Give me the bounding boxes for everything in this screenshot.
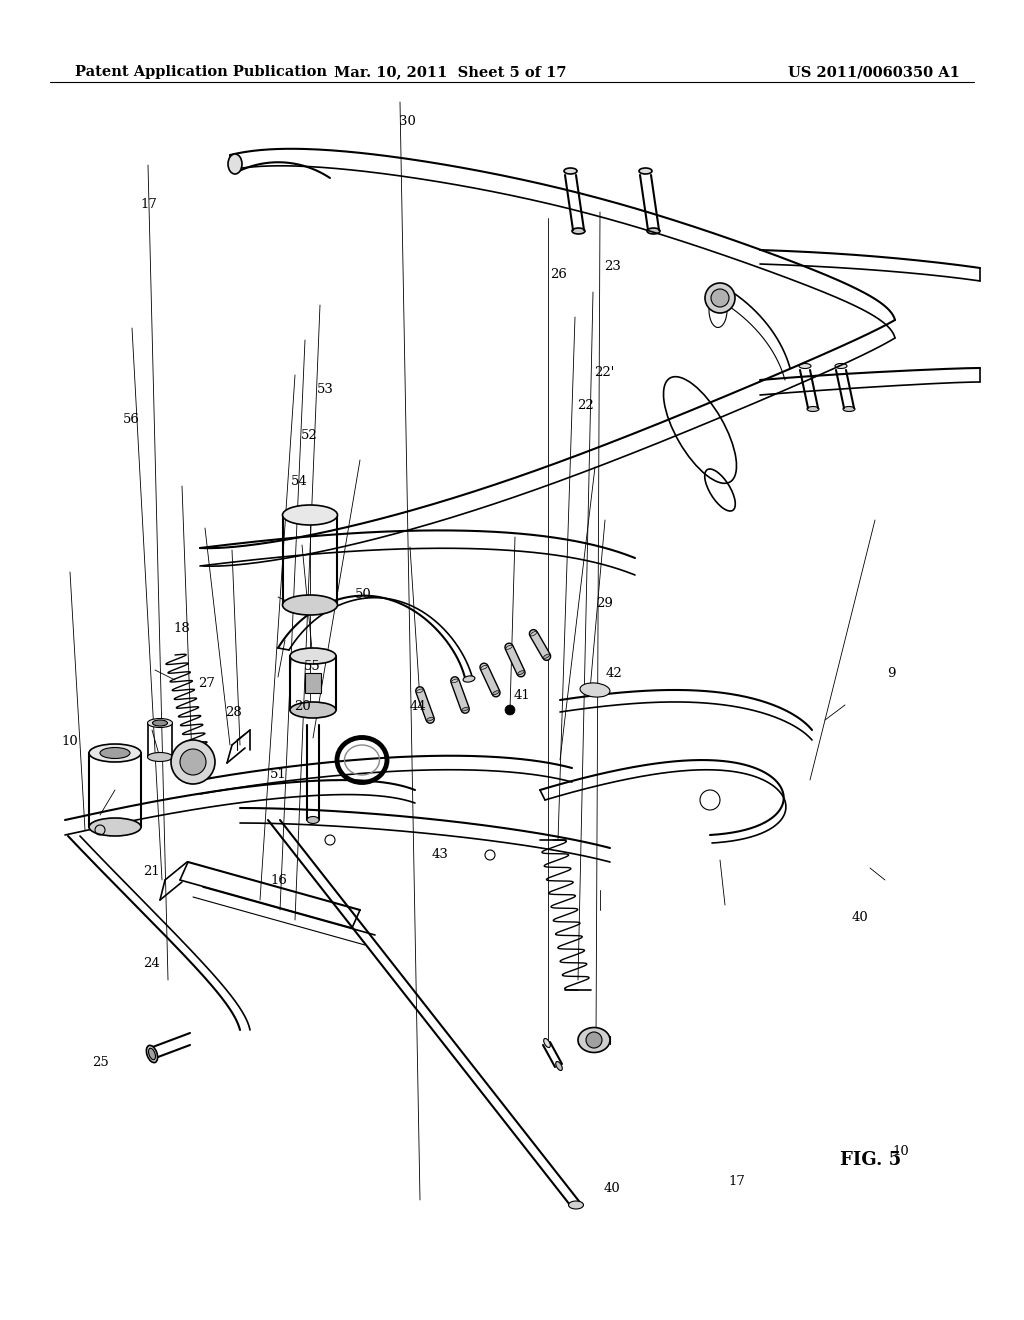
Ellipse shape	[148, 1048, 156, 1060]
Ellipse shape	[307, 817, 319, 824]
Ellipse shape	[100, 747, 130, 759]
Ellipse shape	[417, 689, 423, 693]
Ellipse shape	[705, 282, 735, 313]
Ellipse shape	[452, 678, 458, 682]
Ellipse shape	[493, 690, 499, 694]
Text: 21: 21	[143, 865, 160, 878]
Text: 42: 42	[606, 667, 623, 680]
Text: 51: 51	[270, 768, 287, 781]
Ellipse shape	[147, 752, 172, 762]
Text: 22': 22'	[594, 366, 614, 379]
Text: 40: 40	[852, 911, 868, 924]
Text: 27: 27	[199, 677, 215, 690]
Ellipse shape	[290, 648, 336, 664]
Ellipse shape	[578, 1027, 610, 1052]
Text: 28: 28	[225, 706, 242, 719]
Text: 30: 30	[399, 115, 416, 128]
Text: 53: 53	[317, 383, 334, 396]
Ellipse shape	[799, 363, 811, 368]
Ellipse shape	[843, 407, 855, 412]
Text: 20: 20	[294, 700, 310, 713]
Ellipse shape	[572, 228, 585, 234]
Ellipse shape	[639, 168, 652, 174]
Ellipse shape	[290, 702, 336, 718]
Text: 56: 56	[123, 413, 139, 426]
Ellipse shape	[228, 154, 242, 174]
Text: 25: 25	[92, 1056, 109, 1069]
Text: 52: 52	[301, 429, 317, 442]
Text: US 2011/0060350 A1: US 2011/0060350 A1	[788, 65, 961, 79]
Text: Patent Application Publication: Patent Application Publication	[75, 65, 327, 79]
Text: 17: 17	[140, 198, 157, 211]
Ellipse shape	[463, 676, 475, 682]
Ellipse shape	[147, 718, 172, 727]
Ellipse shape	[711, 289, 729, 308]
Ellipse shape	[283, 595, 338, 615]
Ellipse shape	[530, 631, 537, 636]
Circle shape	[180, 748, 206, 775]
Ellipse shape	[544, 655, 550, 659]
Text: 29: 29	[596, 597, 612, 610]
Ellipse shape	[564, 168, 577, 174]
Text: 55: 55	[304, 660, 321, 673]
Ellipse shape	[153, 719, 168, 726]
Ellipse shape	[462, 708, 468, 711]
Text: 26: 26	[550, 268, 566, 281]
Ellipse shape	[283, 506, 338, 525]
Text: 24: 24	[143, 957, 160, 970]
Ellipse shape	[568, 1201, 584, 1209]
Ellipse shape	[481, 665, 487, 669]
Ellipse shape	[506, 645, 512, 649]
Ellipse shape	[89, 818, 141, 836]
Ellipse shape	[544, 1039, 550, 1048]
Ellipse shape	[835, 363, 847, 368]
Text: 10: 10	[61, 735, 78, 748]
Circle shape	[171, 741, 215, 784]
Ellipse shape	[580, 682, 610, 697]
Ellipse shape	[647, 228, 660, 234]
Ellipse shape	[89, 744, 141, 762]
Text: FIG. 5: FIG. 5	[840, 1151, 901, 1170]
Text: Mar. 10, 2011  Sheet 5 of 17: Mar. 10, 2011 Sheet 5 of 17	[334, 65, 566, 79]
Circle shape	[586, 1032, 602, 1048]
Text: 40: 40	[604, 1181, 621, 1195]
Text: 16: 16	[270, 874, 287, 887]
Text: 17: 17	[729, 1175, 745, 1188]
Ellipse shape	[556, 1061, 562, 1071]
Ellipse shape	[146, 1045, 158, 1063]
Text: 10: 10	[893, 1144, 909, 1158]
Text: 9: 9	[887, 667, 895, 680]
Text: 50: 50	[355, 587, 372, 601]
Text: 43: 43	[432, 847, 449, 861]
Ellipse shape	[518, 671, 524, 675]
Ellipse shape	[427, 717, 433, 721]
Text: 23: 23	[604, 260, 621, 273]
Text: 44: 44	[410, 700, 426, 713]
Text: 22: 22	[578, 399, 594, 412]
Text: 54: 54	[291, 475, 307, 488]
Circle shape	[505, 705, 515, 715]
Text: 18: 18	[174, 622, 190, 635]
Text: 41: 41	[514, 689, 530, 702]
Bar	[305, 673, 321, 693]
Ellipse shape	[807, 407, 819, 412]
